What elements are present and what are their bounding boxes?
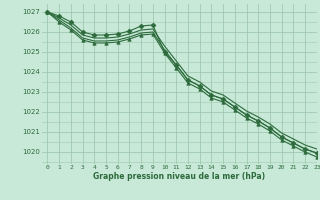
X-axis label: Graphe pression niveau de la mer (hPa): Graphe pression niveau de la mer (hPa) — [93, 172, 265, 181]
